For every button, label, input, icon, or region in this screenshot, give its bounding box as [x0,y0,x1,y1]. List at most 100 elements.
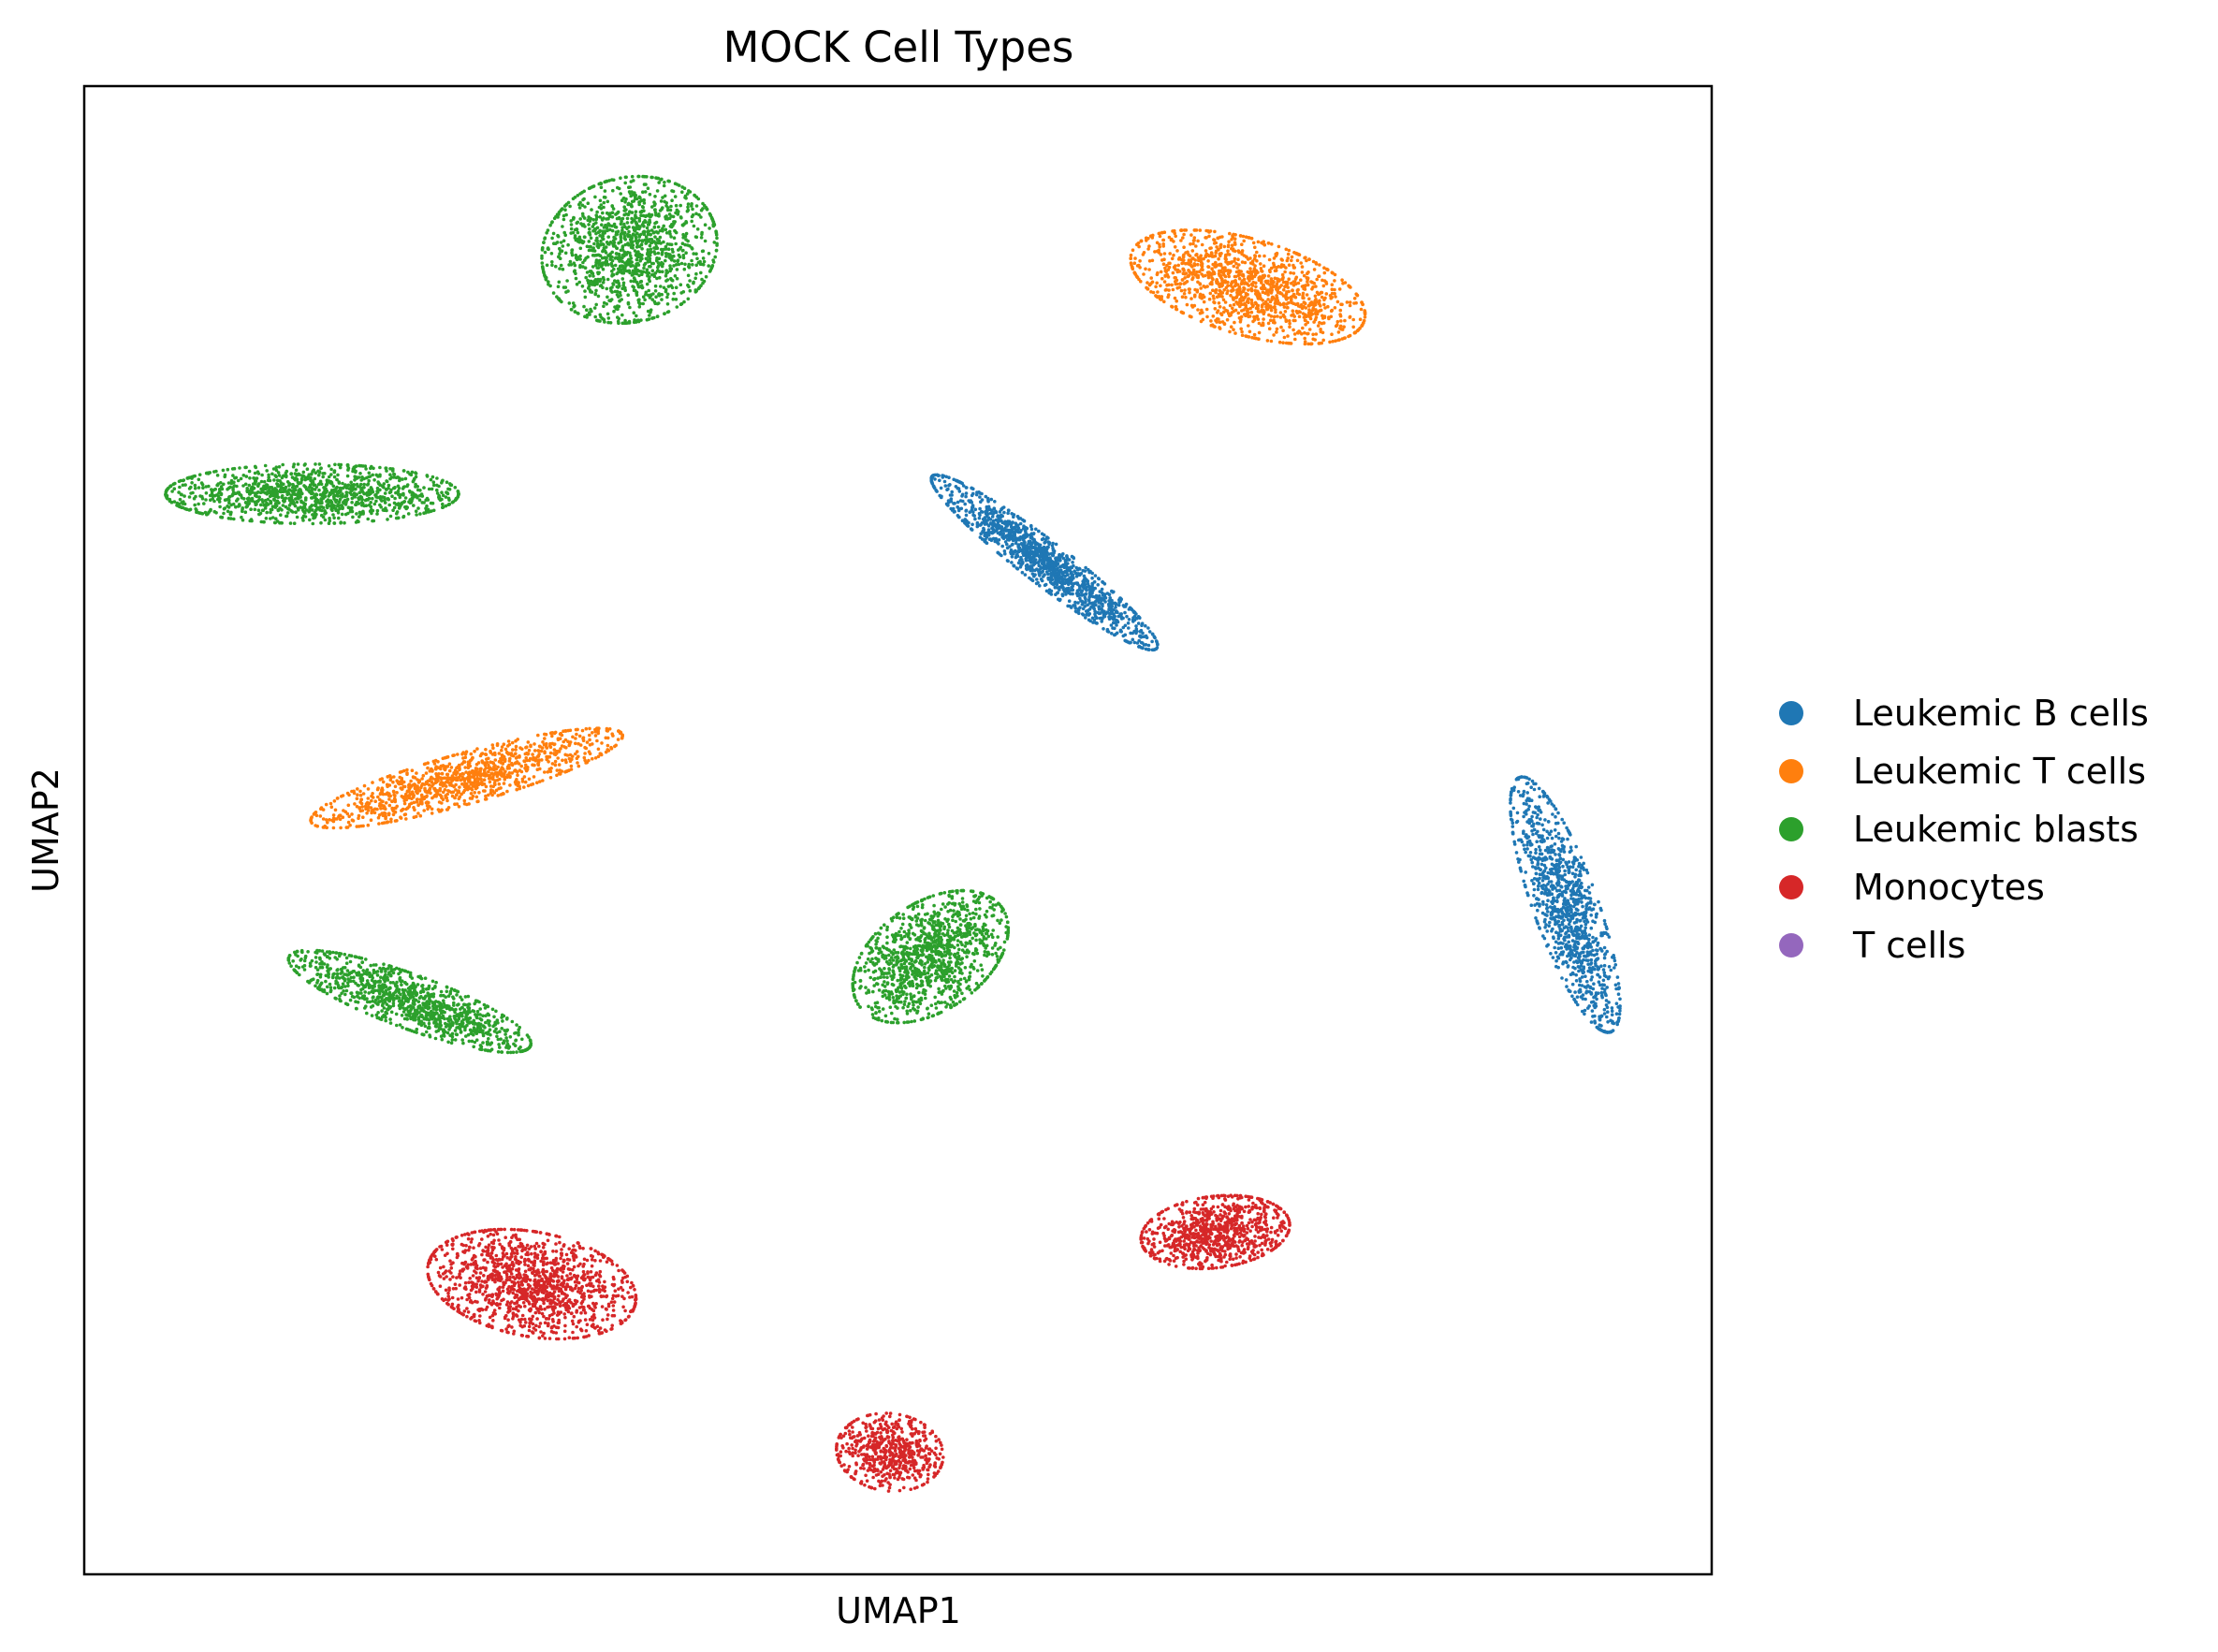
scatter-point [549,767,553,770]
scatter-point [1585,950,1590,954]
scatter-point [1599,993,1604,998]
scatter-point [1602,1007,1607,1012]
scatter-point [1171,270,1175,275]
scatter-point [1331,271,1335,275]
scatter-point [1554,914,1558,919]
scatter-point [468,797,473,800]
scatter-point [1548,905,1553,909]
scatter-point [1190,305,1195,309]
scatter-point [428,805,432,809]
scatter-point [310,815,314,819]
scatter-point [424,800,429,805]
scatter-point [1110,604,1114,608]
scatter-point [1522,789,1526,794]
scatter-point [1216,280,1219,285]
scatter-point [1547,924,1551,928]
scatter-point [1342,336,1347,341]
scatter-point [1222,244,1227,249]
scatter-point [1293,302,1298,307]
scatter-point [1039,552,1043,557]
scatter-point [1090,591,1094,595]
scatter-point [1598,983,1602,987]
scatter-point [591,742,594,746]
scatter-point [1016,526,1021,531]
scatter-point [1020,570,1025,575]
scatter-point [1351,317,1355,322]
scatter-point [956,508,961,513]
scatter-point [1155,642,1160,646]
scatter-point [1306,276,1310,281]
scatter-point [1132,640,1137,645]
scatter-point [490,789,495,793]
scatter-point [1139,239,1144,243]
scatter-point [1159,253,1163,256]
scatter-point [1250,284,1255,287]
scatter-point [563,729,568,733]
scatter-point [403,794,408,797]
scatter-point [979,500,983,504]
scatter-point [1218,320,1222,325]
scatter-point [1193,258,1197,262]
scatter-point [483,753,488,756]
scatter-point [478,773,482,777]
scatter-point [487,756,490,761]
scatter-point [1217,301,1221,305]
scatter-point [405,768,409,772]
scatter-point [410,797,414,800]
scatter-point [1091,621,1095,624]
scatter-point [356,793,359,797]
scatter-point [960,492,965,497]
scatter-point [1605,927,1609,931]
scatter-point [598,752,603,755]
scatter-point [501,762,504,766]
scatter-point [1147,630,1152,634]
scatter-point [526,740,531,744]
scatter-point [932,486,937,490]
scatter-point [1248,329,1252,334]
scatter-point [1334,295,1337,299]
scatter-point [974,492,979,497]
scatter-point [412,794,416,797]
scatter-point [1219,313,1224,317]
scatter-point [1562,821,1566,825]
scatter-point [1105,610,1110,614]
scatter-point [1532,894,1536,898]
scatter-point [1253,288,1258,293]
scatter-point [1285,258,1290,263]
scatter-point [1190,249,1195,253]
scatter-point [1518,838,1522,842]
scatter-point [458,795,462,799]
scatter-point [1546,870,1550,875]
scatter-point [1566,837,1569,841]
scatter-point [1150,280,1155,285]
scatter-point [1275,327,1279,331]
scatter-point [991,523,995,528]
scatter-point [493,782,497,786]
scatter-point [1056,591,1059,595]
scatter-point [1522,831,1525,835]
scatter-point [1101,580,1105,585]
scatter-point [961,484,966,488]
scatter-point [1598,975,1602,979]
scatter-point [1144,267,1147,271]
scatter-point [495,778,500,782]
scatter-point [1078,586,1082,591]
scatter-point [978,495,982,499]
scatter-point [472,773,475,777]
scatter-point [514,738,518,743]
scatter-point [345,791,350,796]
scatter-point [1135,275,1140,280]
scatter-point [1314,285,1318,288]
scatter-point [1316,324,1321,328]
scatter-point [1522,879,1525,884]
scatter-point [1275,296,1279,300]
scatter-point [1554,821,1558,826]
scatter-point [1085,577,1088,582]
scatter-point [1240,302,1244,307]
scatter-point [1174,268,1177,271]
scatter-point [1593,939,1598,943]
scatter-point [547,754,552,759]
scatter-point [1134,631,1138,636]
scatter-point [1301,291,1306,296]
scatter-point [1582,950,1585,955]
